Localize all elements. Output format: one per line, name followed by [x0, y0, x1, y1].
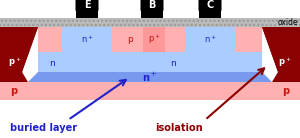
Text: p$^+$: p$^+$ — [278, 55, 292, 69]
FancyBboxPatch shape — [199, 0, 221, 11]
Text: buried layer: buried layer — [10, 123, 77, 133]
Polygon shape — [262, 27, 300, 82]
FancyBboxPatch shape — [140, 0, 164, 11]
Bar — [143, 27, 165, 52]
Bar — [118, 27, 143, 52]
Bar — [0, 18, 300, 27]
Text: n: n — [170, 59, 176, 68]
Polygon shape — [28, 72, 272, 82]
Bar — [38, 27, 262, 52]
FancyBboxPatch shape — [76, 0, 98, 11]
Bar — [0, 82, 300, 100]
Text: B: B — [148, 0, 156, 10]
Text: n$^+$: n$^+$ — [203, 34, 217, 45]
Text: p: p — [127, 35, 133, 44]
Text: p$^+$: p$^+$ — [148, 33, 160, 46]
Bar — [199, 10, 221, 18]
Text: oxide: oxide — [278, 18, 298, 27]
Polygon shape — [262, 27, 300, 72]
Bar — [62, 27, 112, 52]
Text: p$^+$: p$^+$ — [8, 55, 22, 69]
Text: n: n — [49, 59, 55, 68]
Bar — [0, 18, 300, 27]
Polygon shape — [0, 27, 38, 72]
Bar — [38, 27, 262, 72]
Text: E: E — [84, 0, 90, 10]
Bar — [185, 27, 235, 52]
Text: n$^+$: n$^+$ — [142, 71, 158, 83]
Polygon shape — [0, 27, 38, 82]
Text: C: C — [206, 0, 214, 10]
Text: isolation: isolation — [155, 123, 202, 133]
Text: p: p — [282, 86, 290, 96]
Text: p: p — [11, 86, 18, 96]
Bar — [76, 10, 98, 18]
Bar — [141, 10, 163, 18]
Text: n$^+$: n$^+$ — [80, 34, 94, 45]
